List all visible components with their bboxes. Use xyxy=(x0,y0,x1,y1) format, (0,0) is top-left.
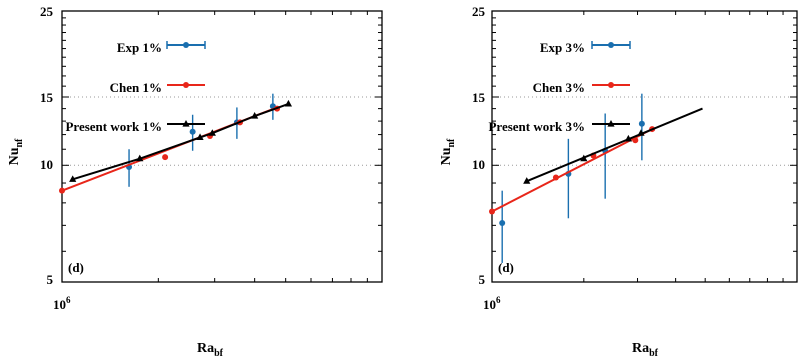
panel-2-present-line xyxy=(526,107,703,183)
panel-1-legend-chen-marker xyxy=(183,82,189,88)
panel-2-y-axis-label: Nunf xyxy=(439,138,457,165)
panel-1-label: (d) xyxy=(68,260,84,275)
panel-2-legend-label-chen: Chen 3% xyxy=(533,80,585,95)
panel-1-present-point xyxy=(196,133,204,141)
panel-1-chen-point xyxy=(162,154,169,161)
panel-2-y-tick-label: 5 xyxy=(479,272,486,287)
panel-1-plot-frame xyxy=(61,10,383,283)
panel-1-legend: Exp 1% Chen 1% Present work 1% xyxy=(65,40,206,134)
panel-1-legend-exp-marker xyxy=(183,42,189,48)
panel-1-present-point xyxy=(284,99,293,107)
panel-2-series xyxy=(489,93,703,263)
panel-2-chen-point xyxy=(632,137,639,144)
panel-2-x-axis-label: Rabf xyxy=(632,341,659,359)
panel-2-legend: Exp 3% Chen 3% Present work 3% xyxy=(488,40,631,134)
panel-2-chen-point xyxy=(552,174,559,181)
panel-2-y-tick-label: 25 xyxy=(472,4,486,19)
panel-2-legend-samples xyxy=(591,41,631,127)
panel-1-y-tick-label: 5 xyxy=(47,272,54,287)
panel-2-legend-exp-marker xyxy=(608,42,614,48)
panel-2-label: (d) xyxy=(498,260,514,275)
panel-2-chen-point xyxy=(489,208,495,215)
panel-1-grid xyxy=(62,96,382,166)
panel-2-present-point xyxy=(637,129,645,136)
panel-1-y-tick-label: 10 xyxy=(40,157,53,172)
panel-2-grid xyxy=(492,96,797,166)
panel-1-legend-samples xyxy=(166,41,206,127)
panel-2-present-point xyxy=(580,154,588,162)
panel-2-x-tick-label: 106 xyxy=(483,295,501,312)
panel-2-exp-point xyxy=(638,120,645,127)
panel-1-legend-label-chen: Chen 1% xyxy=(110,80,162,95)
panel-2-chen-line xyxy=(491,128,653,213)
panel-1-present-point xyxy=(251,112,259,119)
panel-1-legend-label-present: Present work 1% xyxy=(65,119,162,134)
panel-2-present-point xyxy=(523,177,531,184)
panel-1-present-point xyxy=(208,129,216,136)
panel-2-axis-ticks xyxy=(491,10,798,283)
panel-1-x-axis-label: Rabf xyxy=(197,341,224,359)
panel-2-chart: 5 10 15 25 106 Rabf Nunf (d) Exp 3% Chen… xyxy=(439,4,798,359)
panel-1-legend-present-marker xyxy=(182,120,190,127)
panel-1-legend-label-exp: Exp 1% xyxy=(117,40,162,55)
panel-1-present-line xyxy=(72,102,289,181)
panel-2-plot-frame xyxy=(491,10,798,283)
panel-1-y-tick-label: 25 xyxy=(40,4,54,19)
panel-2-legend-label-exp: Exp 3% xyxy=(540,40,585,55)
panel-1-present-point xyxy=(136,154,144,162)
panel-1-x-tick-label: 106 xyxy=(53,295,71,312)
panel-2-y-tick-label: 15 xyxy=(472,90,486,105)
panel-2-exp-point xyxy=(499,219,506,226)
panel-1-present-point xyxy=(69,175,77,182)
panel-1-exp-point xyxy=(189,128,196,135)
panel-1-axis-ticks xyxy=(61,10,383,283)
panel-1-y-axis-label: Nunf xyxy=(7,138,25,165)
panel-2-legend-present-marker xyxy=(607,120,615,127)
panel-1-chart: 5 10 15 25 106 Rabf Nunf (d) Exp 1% Chen… xyxy=(7,4,383,359)
panel-2-y-tick-label: 10 xyxy=(472,157,485,172)
panel-1-chen-point xyxy=(59,187,65,194)
panel-2-legend-label-present: Present work 3% xyxy=(488,119,585,134)
panel-2-present-point xyxy=(624,134,632,142)
panel-1-series xyxy=(59,93,293,194)
panel-2-legend-chen-marker xyxy=(608,82,614,88)
panel-1-y-tick-label: 15 xyxy=(40,90,54,105)
